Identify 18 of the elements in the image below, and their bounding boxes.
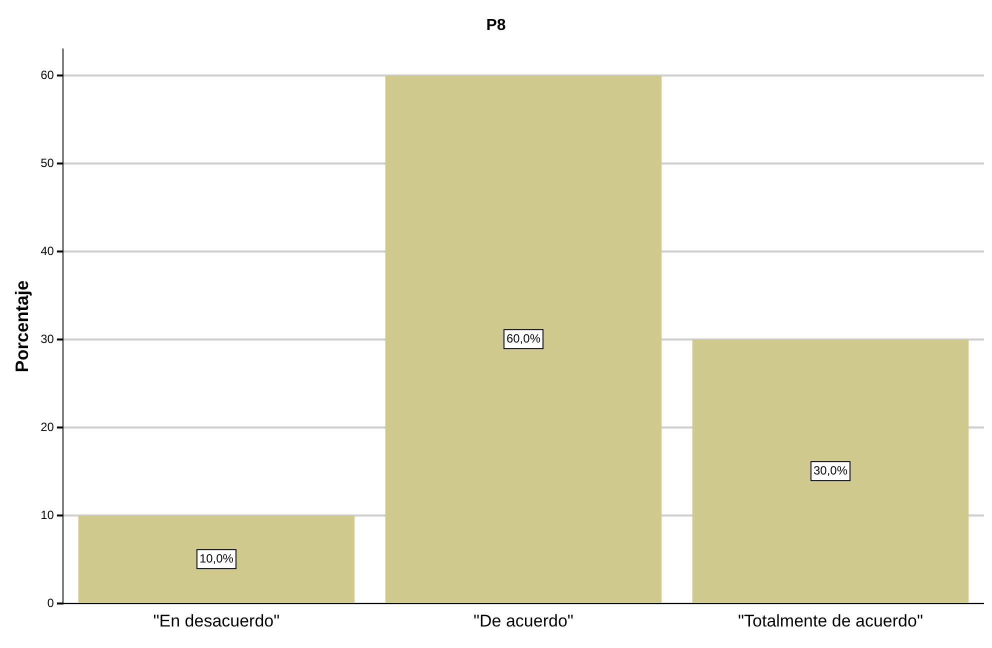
x-tick-label: "Totalmente de acuerdo" xyxy=(738,611,924,630)
bar xyxy=(692,340,969,603)
x-tick-label: "En desacuerdo" xyxy=(153,611,280,630)
data-label: 10,0% xyxy=(199,551,234,566)
y-tick-label: 30 xyxy=(40,332,54,346)
bar xyxy=(385,76,662,603)
y-tick-label: 0 xyxy=(47,596,54,610)
y-axis-title: Porcentaje xyxy=(12,280,32,372)
bar xyxy=(78,516,355,603)
x-tick-label: "De acuerdo" xyxy=(473,611,574,630)
data-label: 30,0% xyxy=(813,463,848,478)
data-label: 60,0% xyxy=(506,331,541,346)
y-tick-label: 20 xyxy=(40,420,54,434)
y-tick-label: 40 xyxy=(40,244,54,258)
y-tick-label: 50 xyxy=(40,156,54,170)
y-tick-label: 10 xyxy=(40,508,54,522)
y-tick-label: 60 xyxy=(40,68,54,82)
chart-title: P8 xyxy=(486,17,506,34)
